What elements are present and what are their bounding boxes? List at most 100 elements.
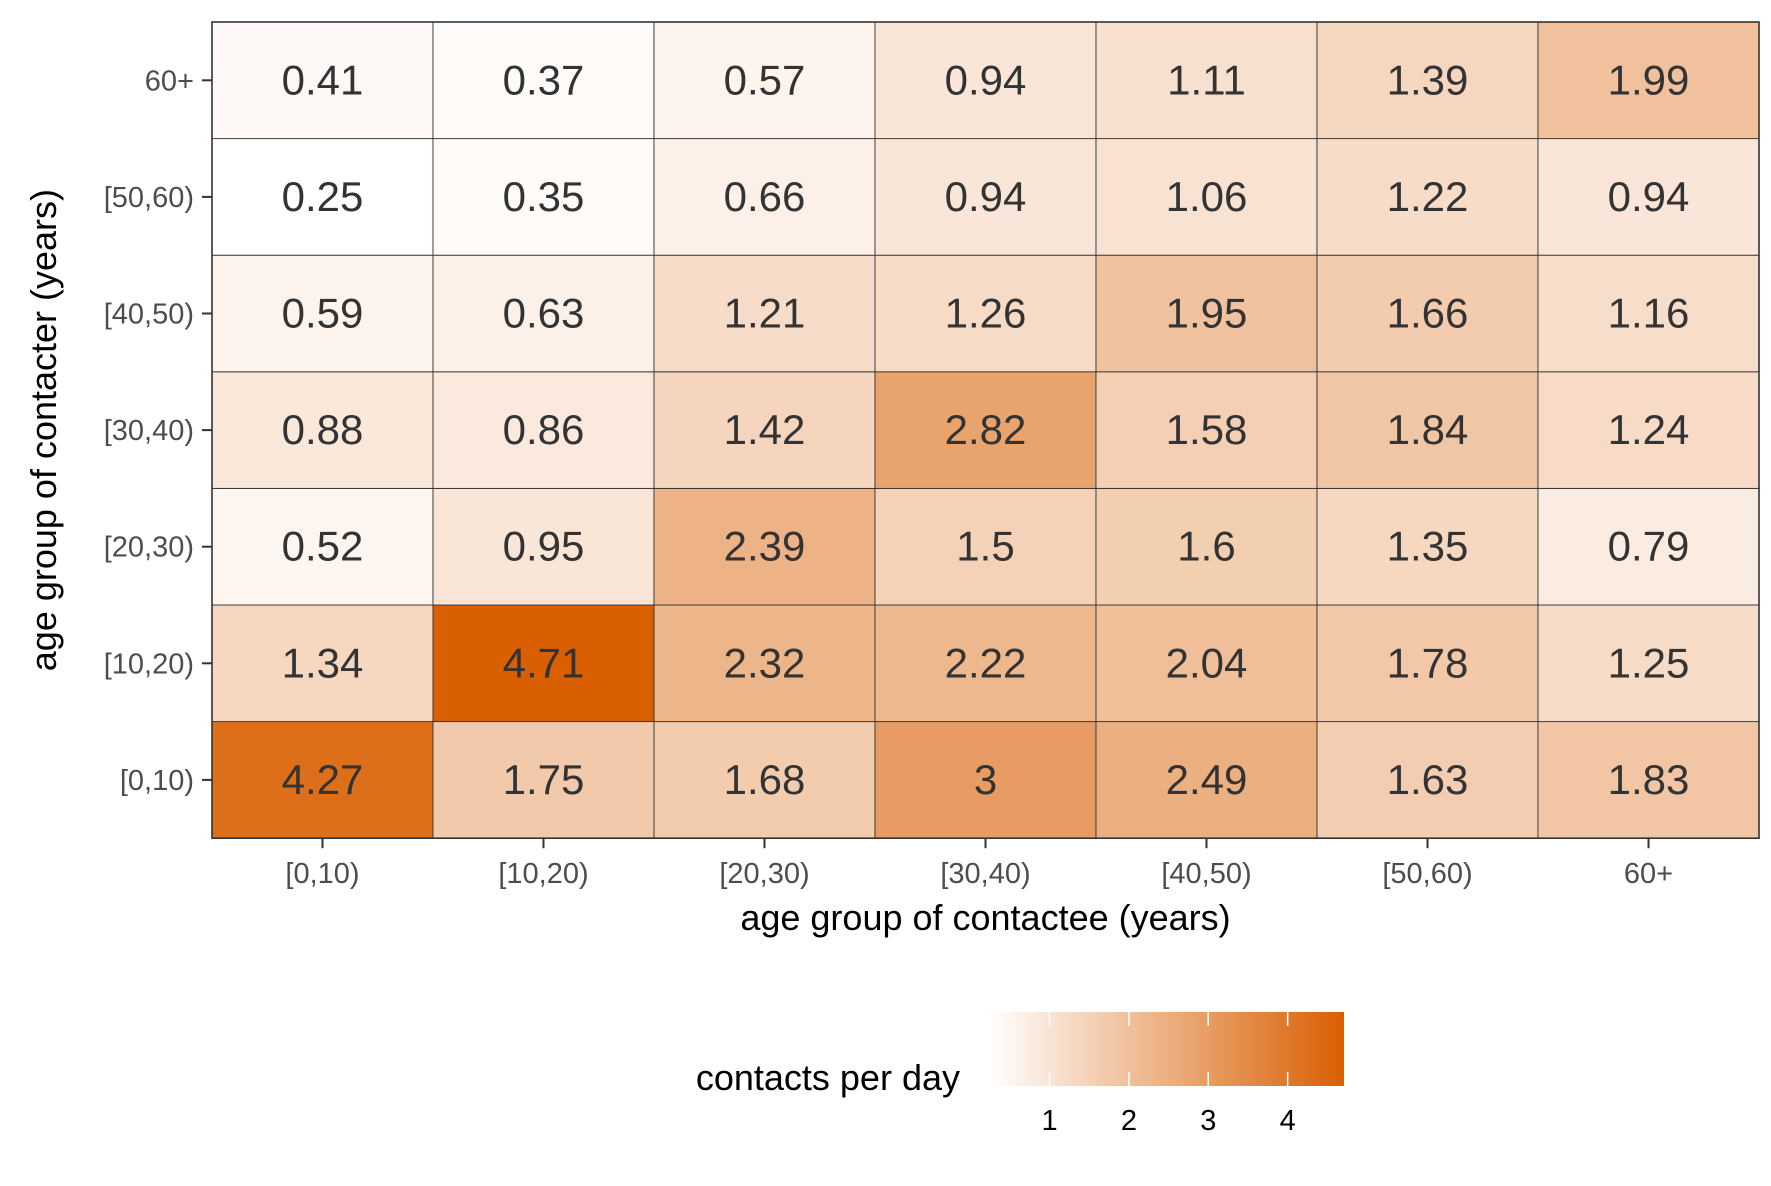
cell-value-label: 1.22 xyxy=(1387,173,1469,220)
cell-value-label: 0.94 xyxy=(1608,173,1690,220)
legend-title: contacts per day xyxy=(696,1057,960,1098)
heatmap-cell xyxy=(432,371,655,489)
heatmap-cells xyxy=(211,21,1760,839)
cell-value-label: 0.35 xyxy=(503,173,585,220)
heatmap-cell xyxy=(1316,21,1539,140)
legend-tick-label: 4 xyxy=(1280,1105,1296,1137)
legend-tick-label: 2 xyxy=(1121,1105,1137,1137)
cell-value-label: 1.66 xyxy=(1387,290,1469,337)
legend-colorbar xyxy=(990,1012,1344,1086)
cell-value-label: 1.63 xyxy=(1387,756,1469,803)
cell-value-label: 0.59 xyxy=(282,290,364,337)
y-tick-label: [10,20) xyxy=(104,648,194,680)
y-tick-label: [30,40) xyxy=(104,415,194,447)
cell-value-label: 1.24 xyxy=(1608,406,1690,453)
cell-value-label: 1.99 xyxy=(1608,56,1690,103)
cell-value-label: 1.35 xyxy=(1387,523,1469,570)
cell-value-label: 3 xyxy=(974,756,997,803)
y-tick-label: [40,50) xyxy=(104,299,194,331)
cell-value-label: 1.75 xyxy=(503,756,585,803)
heatmap-cell xyxy=(1537,721,1760,839)
cell-value-label: 1.11 xyxy=(1167,56,1246,103)
cell-value-label: 4.71 xyxy=(503,639,585,686)
cell-value-label: 1.16 xyxy=(1608,290,1690,337)
cell-value-label: 0.94 xyxy=(945,56,1027,103)
heatmap-cell xyxy=(1537,138,1760,256)
x-axis: [0,10) [10,20) [20,30) [30,40) [40,50) [50,60… xyxy=(285,838,1673,890)
heatmap-cell xyxy=(1537,487,1760,606)
heatmap-cell xyxy=(432,138,655,256)
heatmap-cell xyxy=(1095,138,1318,256)
y-tick-label: [20,30) xyxy=(104,532,194,564)
cell-value-label: 0.41 xyxy=(282,56,364,103)
x-tick-label: [10,20) xyxy=(498,858,588,890)
cell-value-label: 0.37 xyxy=(503,56,585,103)
cell-value-label: 1.25 xyxy=(1608,639,1690,686)
x-tick-label: 60+ xyxy=(1624,858,1673,890)
cell-value-label: 1.84 xyxy=(1387,406,1469,453)
cell-value-label: 0.88 xyxy=(282,406,364,453)
heatmap-cell xyxy=(874,721,1097,839)
heatmap-cell xyxy=(432,487,655,606)
y-tick-label: [0,10) xyxy=(120,765,194,797)
heatmap-cell xyxy=(1316,487,1539,606)
cell-value-label: 0.63 xyxy=(503,290,585,337)
heatmap-cell xyxy=(653,21,876,140)
heatmap-cell xyxy=(432,721,655,839)
heatmap-cell xyxy=(1095,21,1318,140)
heatmap-cell xyxy=(211,604,434,723)
cell-value-label: 1.5 xyxy=(956,523,1014,570)
cell-value-label: 1.39 xyxy=(1387,56,1469,103)
cell-value-label: 0.57 xyxy=(724,56,806,103)
heatmap-cell xyxy=(1095,721,1318,839)
cell-value-label: 0.79 xyxy=(1608,523,1690,570)
heatmap-cell xyxy=(1316,254,1539,373)
heatmap-cell xyxy=(1316,721,1539,839)
cell-value-label: 1.78 xyxy=(1387,639,1469,686)
cell-value-label: 2.04 xyxy=(1166,639,1248,686)
heatmap-cell xyxy=(1537,371,1760,489)
cell-value-label: 1.21 xyxy=(724,290,806,337)
heatmap-cell xyxy=(211,487,434,606)
cell-value-label: 1.83 xyxy=(1608,756,1690,803)
y-tick-label: [50,60) xyxy=(104,182,194,214)
heatmap-cell xyxy=(1095,487,1318,606)
color-legend: contacts per day 1 2 3 4 xyxy=(696,1012,1344,1137)
heatmap-cell xyxy=(432,604,655,723)
heatmap-cell xyxy=(653,487,876,606)
cell-value-label: 1.34 xyxy=(282,639,364,686)
heatmap-cell xyxy=(1316,604,1539,723)
heatmap-cell xyxy=(874,138,1097,256)
heatmap-cell xyxy=(653,138,876,256)
cell-value-label: 4.27 xyxy=(282,756,364,803)
cell-value-label: 2.22 xyxy=(945,639,1027,686)
cell-value-label: 0.52 xyxy=(282,523,364,570)
heatmap-cell xyxy=(1316,371,1539,489)
heatmap-cell xyxy=(211,254,434,373)
cell-value-label: 2.82 xyxy=(945,406,1027,453)
heatmap-cell xyxy=(1537,21,1760,140)
legend-ticks: 1 2 3 4 xyxy=(1041,1012,1296,1137)
heatmap-cell xyxy=(874,371,1097,489)
cell-value-label: 0.94 xyxy=(945,173,1027,220)
cell-value-label: 0.95 xyxy=(503,523,585,570)
heatmap-cell xyxy=(1095,371,1318,489)
heatmap-cell xyxy=(653,254,876,373)
heatmap-cell xyxy=(874,487,1097,606)
legend-tick-label: 3 xyxy=(1200,1105,1216,1137)
x-axis-title: age group of contactee (years) xyxy=(740,897,1230,938)
legend-tick-label: 1 xyxy=(1041,1105,1057,1137)
cell-value-label: 0.86 xyxy=(503,406,585,453)
heatmap-cell xyxy=(1095,604,1318,723)
heatmap-cell xyxy=(874,21,1097,140)
cell-value-label: 2.32 xyxy=(724,639,806,686)
cell-value-label: 2.49 xyxy=(1166,756,1248,803)
cell-value-label: 0.25 xyxy=(282,173,364,220)
x-tick-label: [20,30) xyxy=(719,858,809,890)
cell-value-label: 0.66 xyxy=(724,173,806,220)
y-axis-title: age group of contacter (years) xyxy=(23,189,64,671)
heatmap-cell xyxy=(211,138,434,256)
heatmap-cell-labels: 4.27 1.75 1.68 3 2.49 1.63 1.83 1.34 4.71 2.32 2.2… xyxy=(282,56,1690,803)
